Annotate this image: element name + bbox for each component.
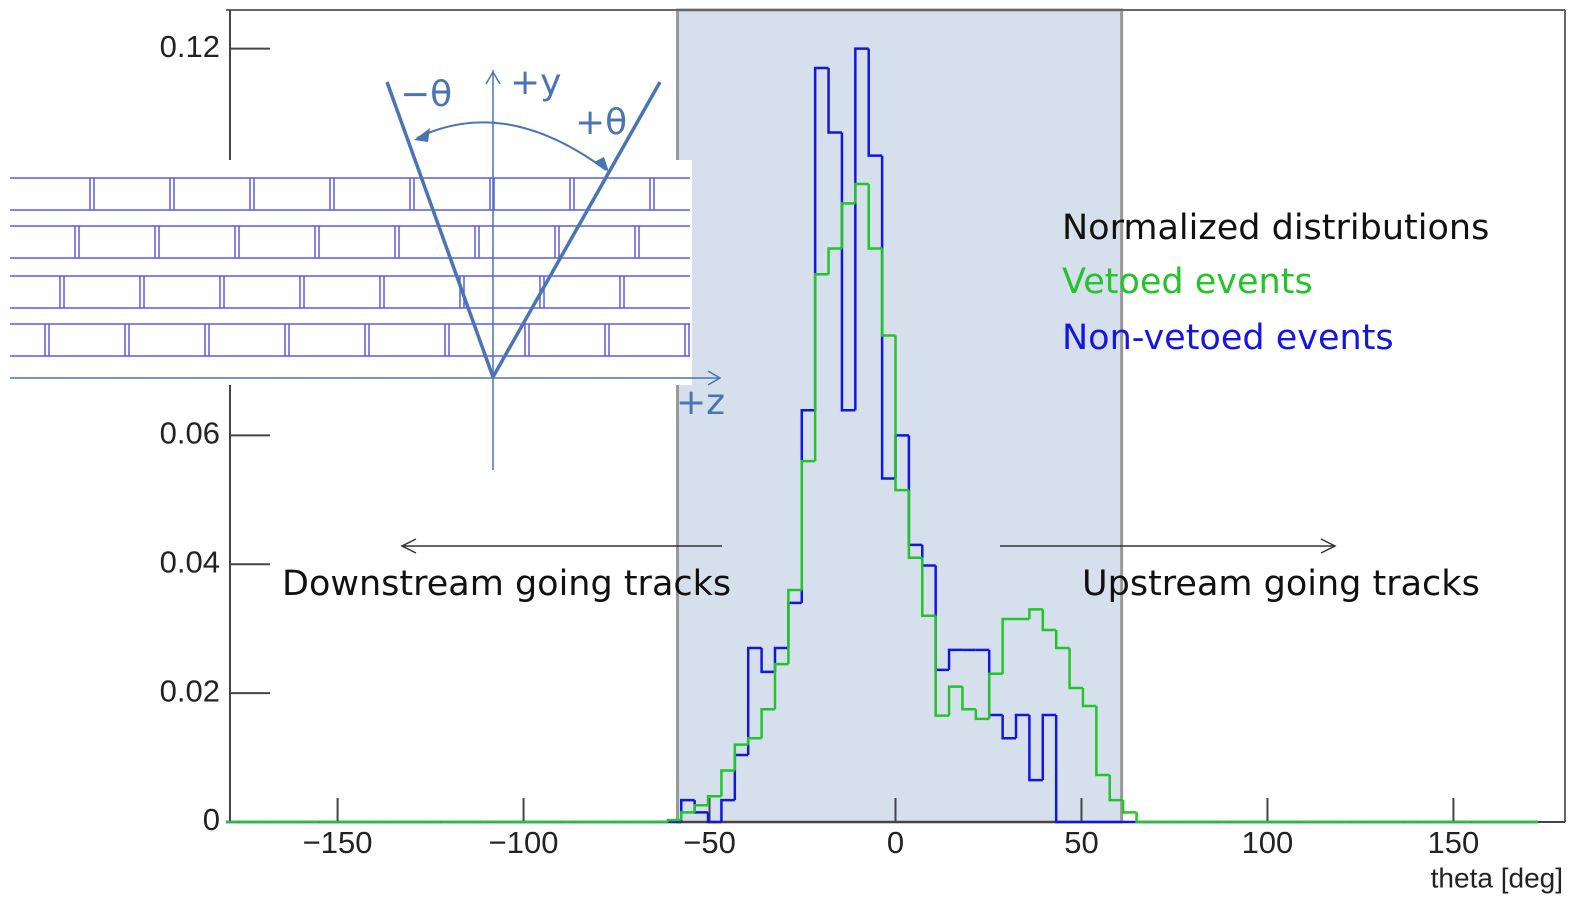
arrow-head [485,70,501,85]
inset-label: −θ [400,74,452,115]
y-tick-label: 0 [203,802,220,837]
x-axis-label: theta [deg] [1431,862,1563,893]
histogram-bin [947,648,963,670]
histogram-bin [706,794,722,806]
arrow-head [707,370,722,386]
histogram-bin [854,47,869,411]
histogram-bin [813,272,829,462]
x-tick-label: −100 [489,825,559,860]
x-tick-label: 100 [1242,825,1294,860]
histogram-bin [720,769,735,797]
histogram-bin [680,811,695,821]
angle-line [491,81,662,378]
legend-title: Normalized distributions [1062,208,1489,248]
inset-label: +z [676,382,725,423]
histogram-bin [746,736,762,745]
arrow-head [414,128,430,142]
histogram-bin [1014,713,1030,739]
legend-entry: Non-vetoed events [1062,318,1394,358]
histogram-bin [1001,715,1017,740]
histogram-bin [867,48,883,157]
histogram-bin [1081,687,1097,708]
inset-label: +y [510,62,561,103]
histogram-bin [1028,715,1043,782]
angle-line [385,81,495,378]
arrow-head [594,157,609,172]
histogram-bin [1041,609,1057,632]
histogram-bin [800,459,816,590]
arrow-head [1320,538,1337,554]
histogram-bin [880,248,896,337]
y-tick-label: 0.06 [160,416,220,451]
arrow-head [400,538,417,554]
x-tick-label: 150 [1428,825,1480,860]
inset-background [0,160,692,385]
background: 0 0.02 0.04 0.06 0.12 −150 −100 −50 0 50 100 150the… [160,8,1566,893]
histogram-bin [987,672,1003,719]
x-tick-label: 0 [887,825,904,860]
histogram-bin [1054,629,1070,650]
histogram-bin [894,335,909,492]
histogram-bin [666,818,682,822]
series [226,182,1539,824]
histogram-bin [934,615,950,717]
angle-arc [416,121,607,171]
histogram-bin [827,68,842,134]
y-tick-label: 0.02 [160,673,220,708]
histogram-bin [1001,617,1017,674]
histogram-bin [1108,774,1124,802]
histogram-bin [787,588,802,665]
y-tick-label: 0.12 [160,29,220,64]
histogram-bin [827,247,842,275]
histogram-bin [760,707,775,739]
inset-diagram: −θ +y +θ +z [0,62,725,470]
annotation: Downstream going tracks [282,564,731,604]
y-tick-label: 0.04 [160,544,220,579]
x-tick-label: 50 [1064,825,1098,860]
legend-entry: Vetoed events [1062,262,1313,302]
histogram-bin [1028,608,1043,619]
histogram-bin [746,646,762,755]
histogram-bin [921,557,936,618]
annotation: Upstream going tracks [1082,564,1480,604]
histogram-bin [720,798,735,822]
histogram-bin [1068,648,1083,690]
annotations: Downstream going tracks Upstream going t… [282,208,1489,604]
bricks [10,177,690,357]
plot-area: Non-vetoed events Vetoed events [226,47,1539,824]
highlight-region [676,8,1124,824]
histogram-bin [1121,800,1137,814]
histogram-bin [840,202,856,249]
histogram-bin [760,648,775,674]
inset-label: +θ [575,102,627,143]
histogram-bin [1054,715,1070,824]
histogram-bin [1095,706,1110,777]
x-tick-label: −50 [683,825,736,860]
histogram-bin [974,709,990,721]
histogram-bin [773,662,789,710]
histogram-bin [961,686,976,711]
histogram-bin [854,182,869,204]
histogram-bin [1041,713,1057,781]
histogram-bin [706,812,722,824]
histogram-bin [867,184,883,250]
histogram-bin [733,743,749,771]
x-tick-label: −150 [303,825,373,860]
histogram-bin [907,490,923,560]
histogram-bin [693,803,709,813]
histogram-bin [947,685,963,716]
histogram-bin [1135,812,1150,824]
